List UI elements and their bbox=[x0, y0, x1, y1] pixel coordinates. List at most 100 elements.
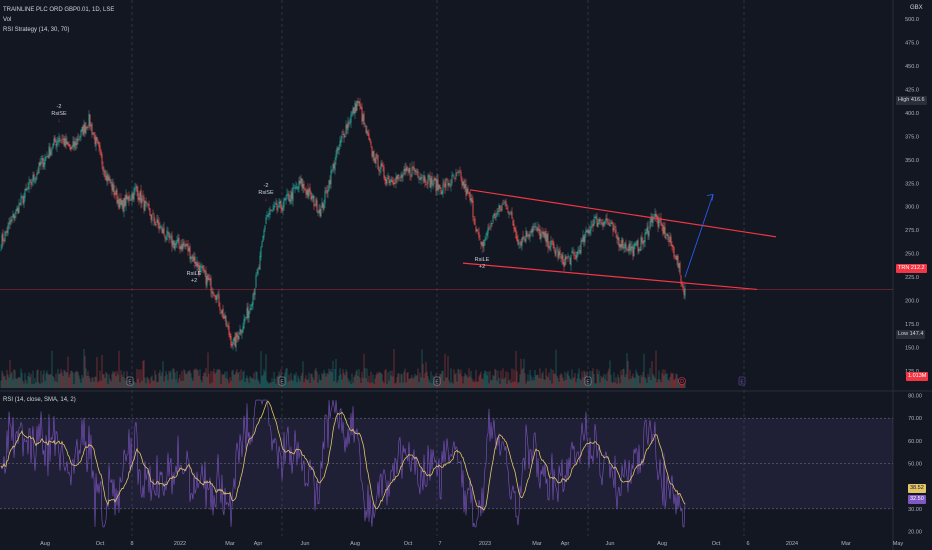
candle-body bbox=[249, 308, 251, 310]
low-label: Low bbox=[898, 331, 909, 337]
candle-body bbox=[570, 255, 572, 266]
rsi-plot bbox=[0, 399, 893, 528]
volume-bar bbox=[172, 368, 174, 388]
volume-bar bbox=[106, 373, 108, 388]
candle-body bbox=[561, 253, 563, 260]
upcoming-earnings-marker bbox=[738, 376, 746, 386]
candle-body bbox=[323, 204, 325, 210]
earnings-marker-label: E bbox=[435, 380, 439, 386]
strategy-legend[interactable]: RSI Strategy (14, 30, 70) bbox=[3, 27, 70, 33]
volume-bar bbox=[275, 383, 277, 388]
candle-body bbox=[437, 179, 439, 190]
volume-bar bbox=[623, 368, 625, 388]
candle-body bbox=[293, 187, 295, 189]
candle-body bbox=[161, 227, 163, 233]
candle-body bbox=[414, 170, 416, 172]
candle-body bbox=[530, 230, 532, 233]
dividend-marker bbox=[678, 377, 686, 385]
rsi-legend[interactable]: RSI (14, close, SMA, 14, 2) bbox=[3, 397, 76, 403]
candle-body bbox=[329, 180, 331, 185]
volume-bar bbox=[233, 374, 235, 388]
volume-bar bbox=[480, 371, 482, 388]
candle-body bbox=[163, 227, 165, 235]
candle-body bbox=[533, 226, 535, 228]
volume-bar bbox=[516, 371, 518, 388]
candle-body bbox=[637, 240, 639, 252]
candle-body bbox=[458, 172, 460, 173]
volume-bar bbox=[567, 370, 569, 388]
candle-body bbox=[587, 229, 589, 234]
volume-bar bbox=[663, 375, 665, 388]
candle-body bbox=[486, 233, 488, 236]
candle-body bbox=[332, 163, 334, 170]
candle-body bbox=[32, 175, 34, 182]
candle-body bbox=[134, 188, 136, 190]
volume-bar bbox=[352, 382, 354, 388]
candle-body bbox=[118, 198, 120, 209]
volume-bar bbox=[149, 383, 151, 388]
currency-label[interactable]: GBX bbox=[910, 5, 923, 11]
volume-value-tag: 1.013M bbox=[906, 372, 929, 381]
candle-body bbox=[173, 240, 175, 249]
volume-bar bbox=[287, 381, 289, 388]
down-arrow-icon: ↓ bbox=[264, 197, 268, 204]
volume-bar bbox=[478, 376, 480, 388]
volume-bar bbox=[367, 381, 369, 388]
candle-body bbox=[115, 190, 117, 195]
volume-bar bbox=[166, 374, 168, 388]
volume-bar bbox=[184, 370, 186, 388]
candle-body bbox=[449, 183, 451, 185]
earnings-marker-label: E bbox=[128, 380, 132, 386]
volume-bar bbox=[181, 371, 183, 388]
candle-body bbox=[583, 236, 585, 242]
volume-bar bbox=[226, 371, 228, 388]
volume-bar bbox=[515, 351, 517, 388]
volume-bar bbox=[17, 377, 19, 388]
volume-bar bbox=[561, 374, 563, 388]
candle-body bbox=[504, 202, 506, 203]
candle-body bbox=[178, 237, 180, 245]
volume-bar bbox=[145, 383, 147, 388]
candle-body bbox=[275, 203, 277, 205]
candle-body bbox=[446, 178, 448, 180]
candle-body bbox=[219, 307, 221, 311]
candle-body bbox=[371, 146, 373, 157]
volume-bar bbox=[351, 373, 353, 388]
candle-body bbox=[50, 150, 52, 155]
volume-bar bbox=[12, 379, 14, 388]
candle-body bbox=[245, 317, 247, 318]
candle-body bbox=[100, 150, 102, 155]
candle-body bbox=[629, 243, 631, 251]
volume-bar bbox=[414, 374, 416, 388]
volume-bar bbox=[543, 379, 545, 388]
volume-bar bbox=[389, 370, 391, 388]
volume-bar bbox=[620, 370, 622, 388]
volume-legend[interactable]: Vol bbox=[3, 17, 12, 23]
candle-body bbox=[450, 184, 452, 187]
symbol-title[interactable]: TRAINLINE PLC ORD GBP0.01, 1D, LSE bbox=[3, 7, 115, 13]
candle-body bbox=[193, 256, 195, 261]
volume-bar bbox=[243, 370, 245, 388]
rsi-value-tag: 38.52 bbox=[908, 484, 926, 493]
candle-body bbox=[381, 163, 383, 167]
volume-bar bbox=[529, 369, 531, 388]
candle-body bbox=[480, 241, 482, 245]
candle-body bbox=[676, 255, 678, 261]
volume-bar bbox=[534, 370, 536, 388]
candle-body bbox=[272, 208, 274, 211]
volume-bar bbox=[65, 372, 67, 388]
volume-bar bbox=[43, 370, 45, 388]
volume-bar bbox=[570, 379, 572, 388]
time-tick-label: 7 bbox=[438, 541, 441, 547]
trendline-upper bbox=[469, 189, 777, 238]
candle-body bbox=[648, 231, 650, 238]
candle-body bbox=[126, 194, 128, 200]
candle-body bbox=[264, 225, 266, 230]
candle-body bbox=[481, 242, 483, 246]
candle-body bbox=[464, 184, 466, 188]
volume-bar bbox=[544, 379, 546, 388]
candle-body bbox=[269, 210, 271, 215]
volume-bar bbox=[600, 375, 602, 388]
